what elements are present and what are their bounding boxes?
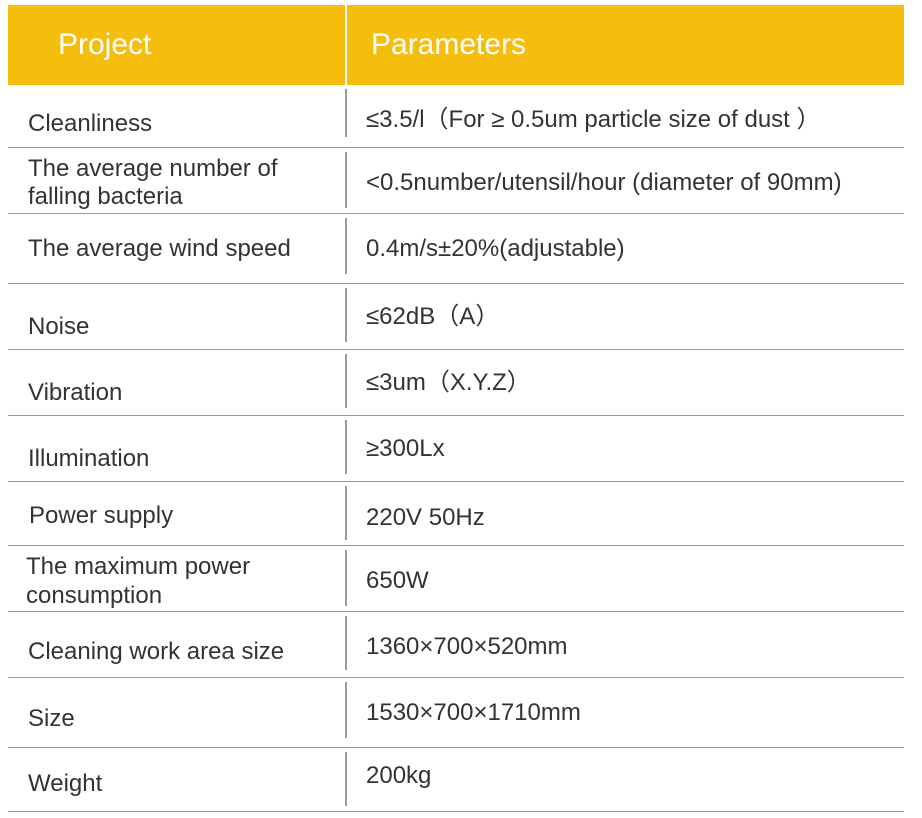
table-row: Size 1530×700×1710mm xyxy=(8,678,904,748)
table-row: Illumination ≥300Lx xyxy=(8,416,904,482)
row-divider xyxy=(345,420,347,474)
row-divider xyxy=(345,752,347,806)
row-divider xyxy=(345,218,347,274)
row-value: 1360×700×520mm xyxy=(366,633,568,660)
row-label: Size xyxy=(28,705,75,732)
row-divider xyxy=(345,550,347,606)
row-divider xyxy=(345,682,347,738)
row-label: Vibration xyxy=(28,379,123,406)
row-divider xyxy=(345,354,347,408)
row-label: Noise xyxy=(28,313,90,340)
row-label: Cleanliness xyxy=(28,110,153,137)
header-parameters: Parameters xyxy=(371,28,527,61)
row-label-line2: falling bacteria xyxy=(28,183,183,210)
row-divider xyxy=(345,486,347,540)
table-row: The average number of falling bacteria <… xyxy=(8,148,904,214)
header-divider xyxy=(345,5,347,85)
table-header: Project Parameters xyxy=(8,5,904,85)
table-row: Weight 200kg xyxy=(8,748,904,812)
row-value: ≤3um（X.Y.Z） xyxy=(366,369,531,396)
table-row: Cleaning work area size 1360×700×520mm xyxy=(8,612,904,678)
table-row: The maximum power consumption 650W xyxy=(8,546,904,612)
row-label-line1: The maximum power xyxy=(26,553,251,580)
row-value: 1530×700×1710mm xyxy=(366,699,581,726)
row-value: 650W xyxy=(366,567,429,594)
row-value: 0.4m/s±20%(adjustable) xyxy=(366,235,625,262)
row-value: ≤62dB（A） xyxy=(366,303,500,330)
table-row: Vibration ≤3um（X.Y.Z） xyxy=(8,350,904,416)
row-divider xyxy=(345,89,347,137)
row-label: Illumination xyxy=(28,445,150,472)
row-label: Cleaning work area size xyxy=(28,638,285,665)
row-label-line1: The average number of xyxy=(28,155,278,182)
row-value: <0.5number/utensil/hour (diameter of 90m… xyxy=(366,169,842,196)
table-row: Cleanliness ≤3.5/l（For ≥ 0.5um particle … xyxy=(8,85,904,148)
table-row: Noise ≤62dB（A） xyxy=(8,284,904,350)
row-value: ≤3.5/l（For ≥ 0.5um particle size of dust… xyxy=(366,106,821,133)
row-label: Weight xyxy=(28,770,103,797)
row-label: Power supply xyxy=(29,502,174,529)
row-value: 220V 50Hz xyxy=(366,504,485,531)
row-divider xyxy=(345,152,347,208)
row-label-line2: consumption xyxy=(26,582,163,609)
header-project: Project xyxy=(58,28,152,61)
row-value: ≥300Lx xyxy=(366,435,445,462)
row-divider xyxy=(345,616,347,670)
row-value: 200kg xyxy=(366,762,432,789)
row-divider xyxy=(345,288,347,342)
table-row: Power supply 220V 50Hz xyxy=(8,482,904,546)
row-label: The average wind speed xyxy=(28,235,291,262)
table-row: The average wind speed 0.4m/s±20%(adjust… xyxy=(8,214,904,284)
spec-table: Project Parameters Cleanliness ≤3.5/l（Fo… xyxy=(8,5,904,812)
